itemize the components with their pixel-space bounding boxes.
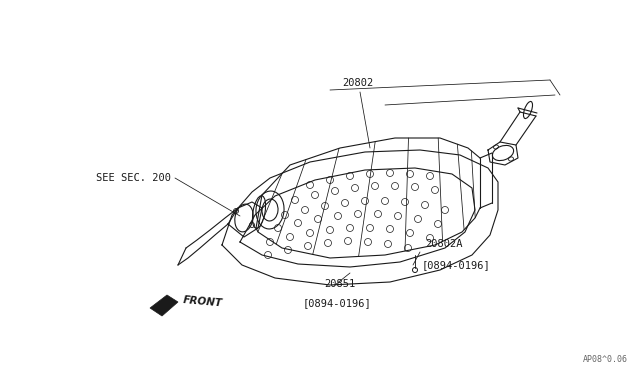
Text: FRONT: FRONT xyxy=(183,295,223,309)
Text: [0894-0196]: [0894-0196] xyxy=(422,260,491,270)
Text: AP08^0.06: AP08^0.06 xyxy=(583,355,628,364)
Text: [0894-0196]: [0894-0196] xyxy=(303,298,371,308)
Polygon shape xyxy=(150,295,178,316)
Text: 20802A: 20802A xyxy=(425,239,463,249)
Text: 20802: 20802 xyxy=(342,78,374,88)
Text: 20851: 20851 xyxy=(324,279,356,289)
Text: SEE SEC. 200: SEE SEC. 200 xyxy=(95,173,170,183)
